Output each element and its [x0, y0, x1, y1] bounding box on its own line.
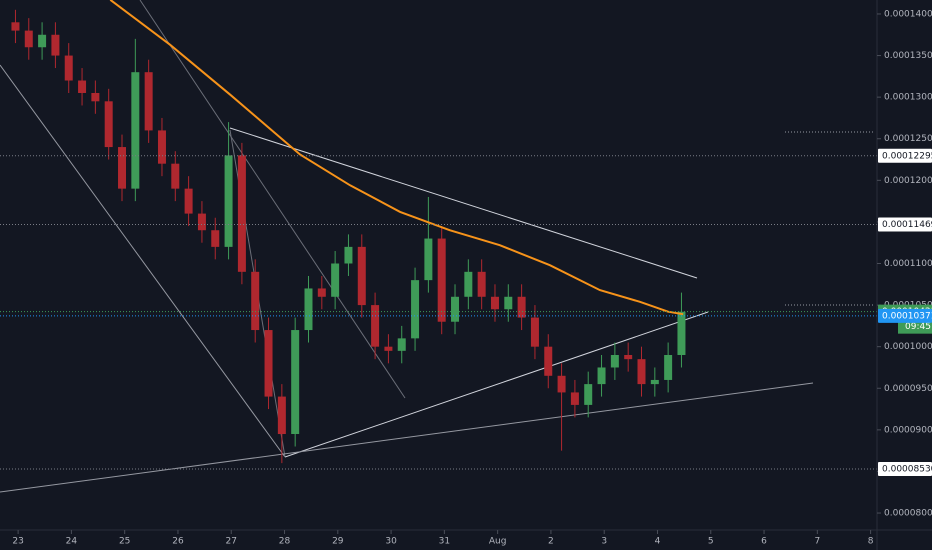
candle-body	[264, 330, 273, 397]
candle-body	[424, 238, 433, 281]
candle-body	[371, 305, 380, 347]
candle-body	[677, 311, 686, 355]
candle-body	[517, 296, 526, 318]
candle-body	[157, 130, 166, 164]
countdown: 09:45	[905, 322, 931, 332]
x-tick-label: 8	[868, 537, 874, 547]
candle-body	[397, 338, 406, 351]
candle-body	[64, 55, 73, 81]
x-tick-label: 26	[172, 537, 184, 547]
candle-body	[331, 263, 340, 297]
candle-body	[570, 392, 579, 405]
candle-body	[357, 246, 366, 306]
candle-body	[237, 155, 246, 272]
candle-body	[317, 288, 326, 297]
level-label: 0.00011469	[882, 220, 932, 230]
x-tick-label: 23	[12, 537, 23, 547]
candle-body	[118, 147, 127, 189]
x-tick-label: 27	[226, 537, 237, 547]
x-tick-label: 5	[708, 537, 714, 547]
candle-body	[530, 317, 539, 347]
trend-line	[284, 311, 709, 458]
countdown-box	[898, 319, 932, 334]
candle-body	[384, 346, 393, 351]
trend-line	[229, 127, 698, 279]
candle-body	[490, 296, 499, 310]
candle-body	[344, 246, 353, 264]
trend-line	[0, 382, 814, 493]
level-box	[878, 308, 932, 323]
x-tick-label: 3	[601, 537, 607, 547]
candle-body	[171, 163, 180, 189]
trend-line	[139, 0, 406, 399]
candle-body	[184, 188, 193, 214]
series	[0, 0, 877, 470]
level-label: 0.00008530	[882, 464, 932, 474]
trend-line	[0, 64, 286, 458]
x-tick-label: 4	[655, 537, 661, 547]
candle-body	[544, 346, 553, 376]
x-tick-label: 29	[332, 537, 344, 547]
candle-body	[91, 92, 100, 102]
candle-body	[11, 22, 20, 31]
x-tick-label: 30	[385, 537, 397, 547]
level-box	[878, 461, 932, 476]
level-box	[878, 217, 932, 232]
candle-body	[451, 296, 460, 322]
candle-body	[477, 271, 486, 297]
candle-body	[211, 230, 220, 247]
candle-body	[197, 213, 206, 231]
x-tick-label: 7	[814, 537, 820, 547]
candle-body	[650, 379, 659, 385]
level-label: 0.00012295	[882, 151, 932, 161]
x-tick-label: Aug	[489, 537, 507, 547]
level-box	[878, 148, 932, 163]
candle-body	[624, 354, 633, 360]
x-tick-label: 28	[279, 537, 291, 547]
candle-body	[610, 354, 619, 368]
candle-body	[584, 384, 593, 405]
candle-body	[304, 288, 313, 331]
y-tick-label: 0.00008000	[884, 509, 932, 519]
x-tick-label: 6	[761, 537, 767, 547]
candle-body	[78, 80, 87, 93]
candle-body	[51, 34, 60, 56]
candle-body	[277, 396, 286, 435]
level-label: 0.00010371	[882, 311, 932, 321]
candle-body	[144, 72, 153, 131]
candle-body	[224, 155, 233, 247]
x-tick-label: 24	[66, 537, 78, 547]
candle-body	[557, 375, 566, 393]
candle-body	[637, 359, 646, 385]
x-tick-label: 25	[119, 537, 130, 547]
candle-body	[464, 271, 473, 297]
candle-body	[291, 330, 300, 435]
x-tick-label: 2	[548, 537, 554, 547]
candle-body	[131, 72, 140, 189]
candle-body	[664, 354, 673, 380]
candle-body	[104, 101, 113, 148]
moving-average	[109, 0, 684, 316]
x-tick-label: 31	[439, 537, 450, 547]
candle-body	[504, 296, 513, 310]
candle-body	[251, 271, 260, 331]
candle-body	[411, 280, 420, 339]
candle-body	[597, 367, 606, 385]
candle-body	[38, 34, 47, 48]
candle-body	[437, 238, 446, 322]
candle-body	[24, 30, 33, 48]
